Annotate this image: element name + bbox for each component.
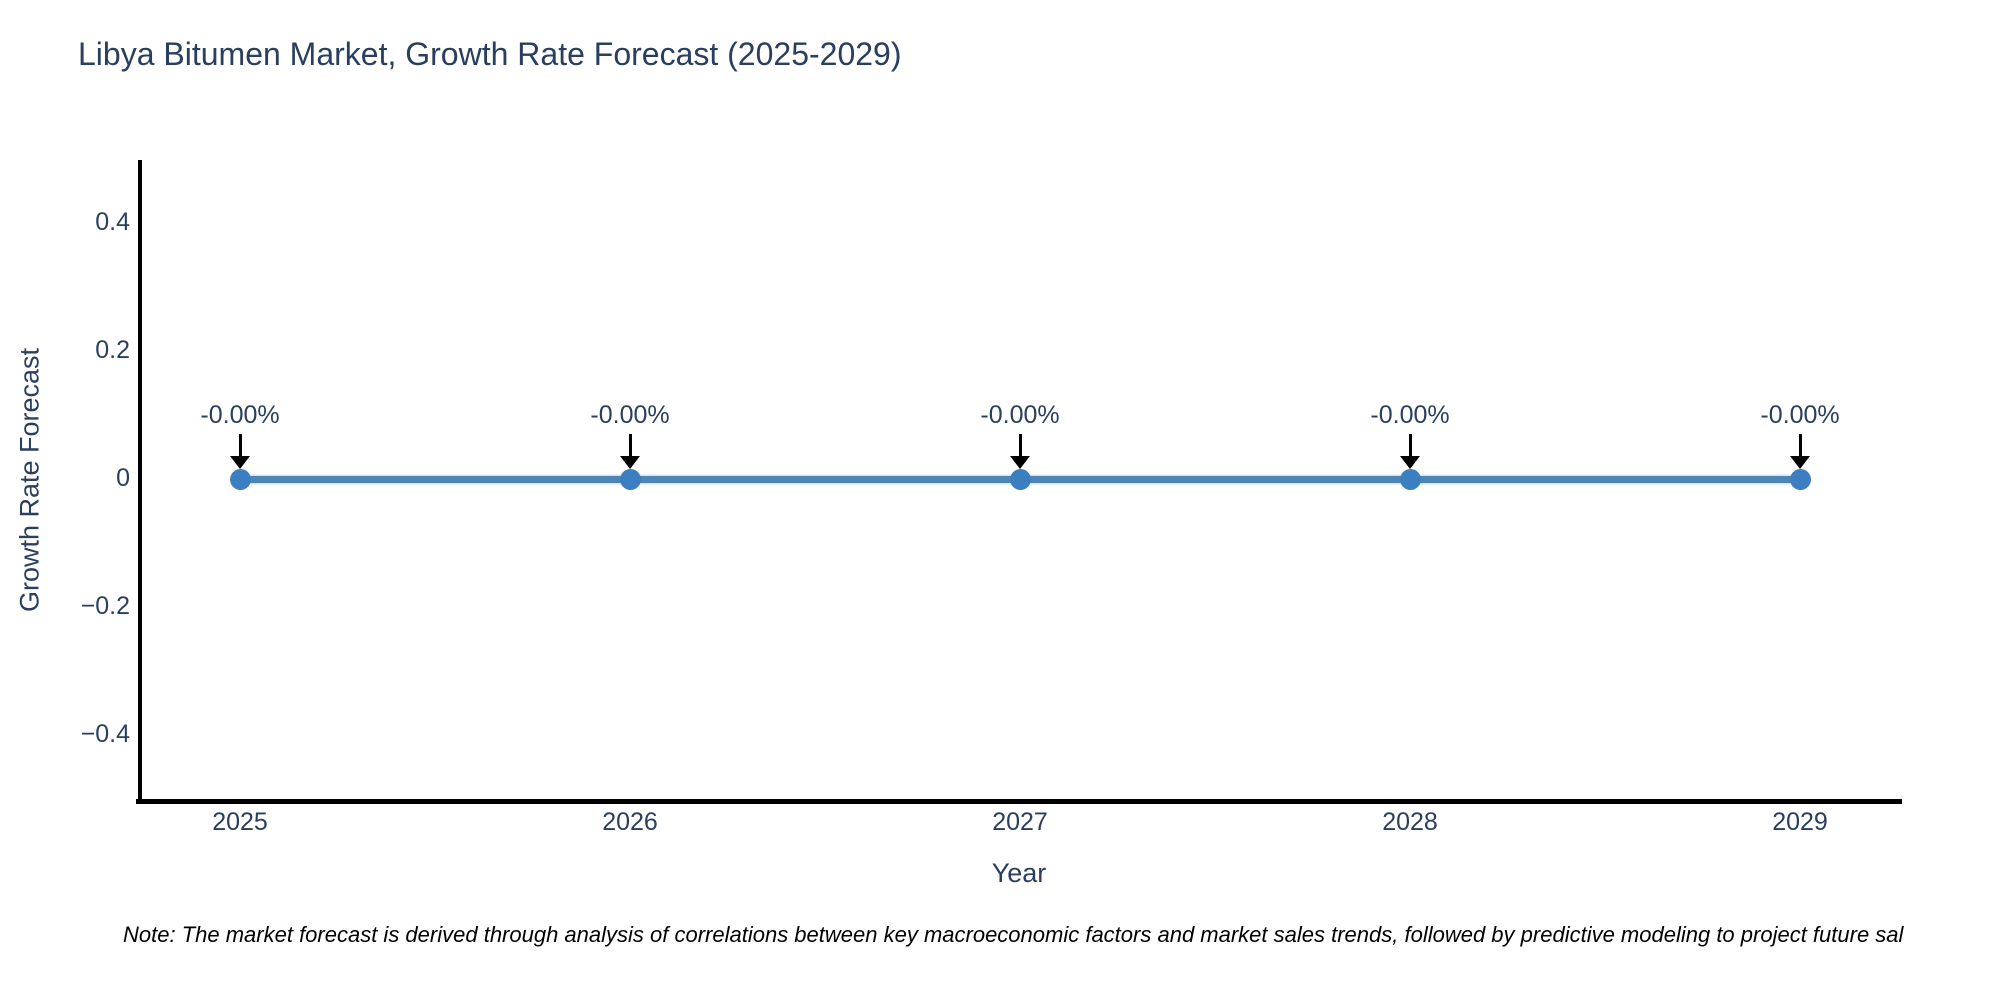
point-annotation-label: -0.00%	[980, 401, 1060, 429]
y-axis-line	[138, 160, 142, 804]
annotation-arrow-shaft	[238, 434, 242, 456]
annotation-arrow-shaft	[1798, 434, 1802, 456]
x-tick-label: 2026	[602, 808, 658, 836]
x-tick-label: 2029	[1772, 808, 1828, 836]
data-point-marker	[229, 468, 251, 490]
y-tick-label: −0.4	[80, 720, 130, 748]
annotation-arrow-head-icon	[1790, 456, 1810, 469]
data-point-marker	[1009, 468, 1031, 490]
x-tick-label: 2025	[212, 808, 268, 836]
point-annotation-label: -0.00%	[1370, 401, 1450, 429]
x-tick-label: 2027	[992, 808, 1048, 836]
point-annotation: -0.00%	[180, 400, 300, 469]
point-annotation: -0.00%	[570, 400, 690, 469]
annotation-arrow-shaft	[628, 434, 632, 456]
x-tick-label: 2028	[1382, 808, 1438, 836]
point-annotation: -0.00%	[960, 400, 1080, 469]
point-annotation-label: -0.00%	[200, 401, 280, 429]
data-point-marker	[619, 468, 641, 490]
data-point-marker	[1789, 468, 1811, 490]
chart-title: Libya Bitumen Market, Growth Rate Foreca…	[78, 36, 902, 72]
point-annotation-label: -0.00%	[1760, 401, 1840, 429]
x-axis-title: Year	[991, 858, 1047, 888]
y-tick-label: −0.2	[80, 592, 130, 620]
point-annotation: -0.00%	[1350, 400, 1470, 469]
annotation-arrow-shaft	[1018, 434, 1022, 456]
y-tick-label: 0	[116, 464, 130, 492]
point-annotation-label: -0.00%	[590, 401, 670, 429]
annotation-arrow-head-icon	[620, 456, 640, 469]
y-tick-label: 0.2	[95, 336, 130, 364]
x-axis-line	[136, 799, 1902, 804]
point-annotation: -0.00%	[1740, 400, 1860, 469]
annotation-arrow-head-icon	[1010, 456, 1030, 469]
y-tick-label: 0.4	[95, 208, 130, 236]
annotation-arrow-head-icon	[230, 456, 250, 469]
annotation-arrow-shaft	[1408, 434, 1412, 456]
data-point-marker	[1399, 468, 1421, 490]
footnote: Note: The market forecast is derived thr…	[123, 922, 1904, 947]
annotation-arrow-head-icon	[1400, 456, 1420, 469]
